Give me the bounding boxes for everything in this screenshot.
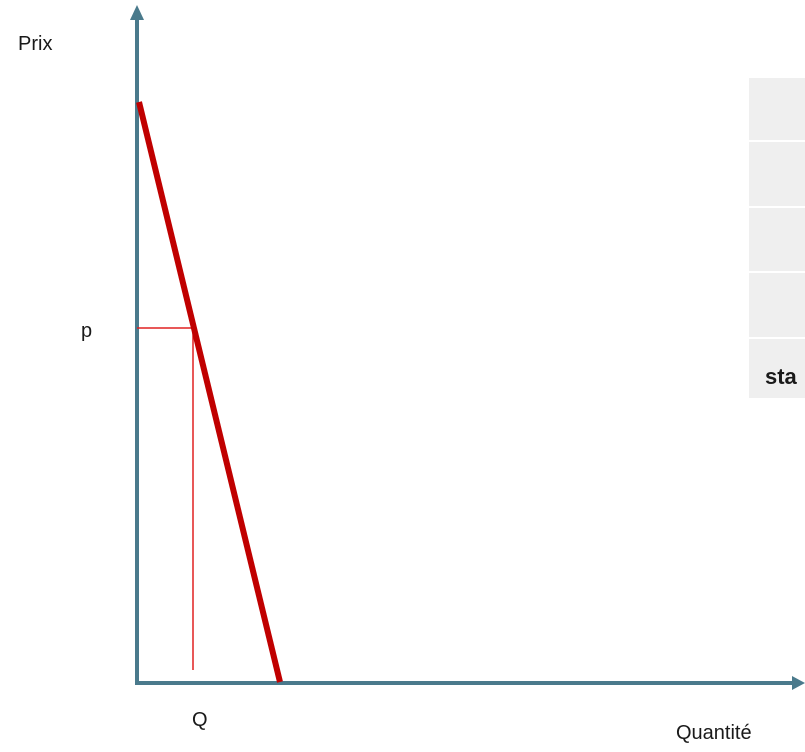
demand-curve	[136, 101, 283, 683]
table-row-divider	[749, 206, 805, 208]
side-table: sta	[749, 78, 805, 398]
y-axis-label: Prix	[18, 33, 53, 55]
x-axis-arrowhead	[792, 676, 805, 690]
x-axis-label: Quantité	[676, 722, 752, 744]
table-row-divider	[749, 337, 805, 339]
price-marker-label: p	[81, 320, 93, 342]
table-cell-text: sta	[765, 364, 797, 389]
table-row-divider	[749, 271, 805, 273]
y-axis-arrowhead	[130, 5, 144, 20]
quantity-marker-label: Q	[192, 709, 208, 731]
table-row-divider	[749, 140, 805, 142]
